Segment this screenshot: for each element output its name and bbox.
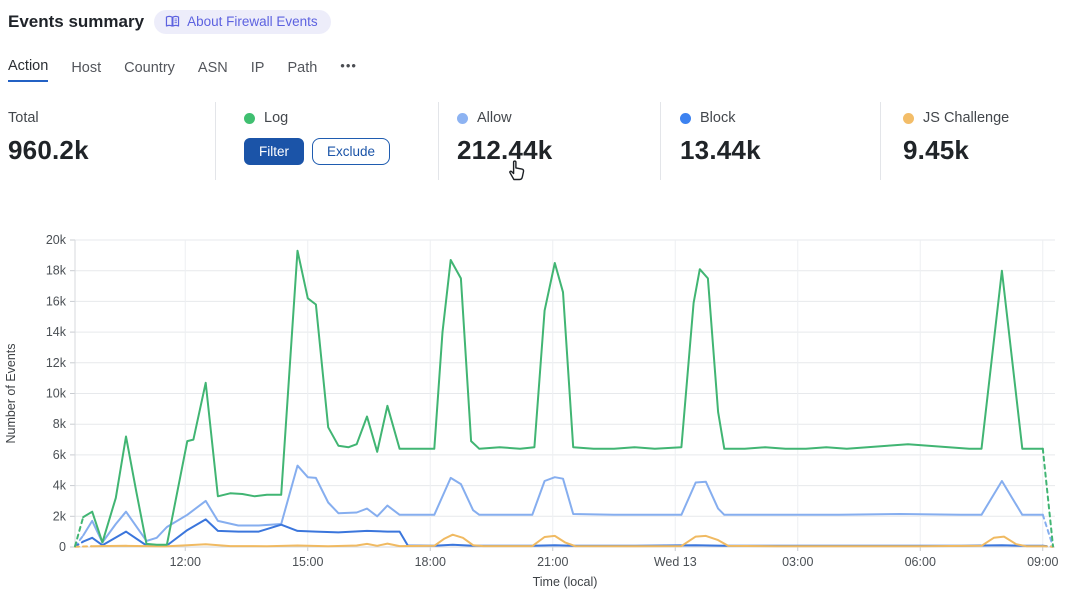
svg-text:21:00: 21:00 bbox=[537, 555, 568, 569]
js-challenge-dot bbox=[903, 112, 914, 124]
block-dot bbox=[680, 112, 691, 124]
tab-country[interactable]: Country bbox=[124, 60, 175, 76]
svg-text:20k: 20k bbox=[46, 233, 67, 247]
svg-text:12k: 12k bbox=[46, 356, 67, 370]
tabs-overflow-button[interactable]: ••• bbox=[340, 58, 357, 73]
block-label: Block bbox=[700, 110, 736, 126]
badge-label: About Firewall Events bbox=[187, 14, 318, 29]
events-chart[interactable]: 0 2k 4k 6k 8k 10k 12k 14k 16k 18k 20k 12:00 15:00 18:… bbox=[0, 222, 1068, 598]
svg-text:15:00: 15:00 bbox=[292, 555, 323, 569]
tab-action[interactable]: Action bbox=[8, 58, 49, 82]
svg-text:16k: 16k bbox=[46, 294, 67, 308]
allow-label: Allow bbox=[477, 110, 512, 126]
svg-text:2k: 2k bbox=[53, 509, 67, 523]
block-card[interactable]: Block 13.44k bbox=[680, 100, 761, 166]
page-title: Events summary bbox=[8, 12, 145, 31]
svg-text:03:00: 03:00 bbox=[782, 555, 813, 569]
svg-text:Number of Events: Number of Events bbox=[4, 343, 18, 443]
js-challenge-value: 9.45k bbox=[903, 135, 970, 165]
stat-cards-row: Total 960.2k Log Filter Exclude Allow bbox=[0, 100, 1068, 188]
tab-asn[interactable]: ASN bbox=[197, 60, 228, 76]
total-value: 960.2k bbox=[8, 135, 89, 165]
total-card: Total 960.2k bbox=[8, 100, 89, 166]
tab-ip[interactable]: IP bbox=[250, 60, 265, 76]
filter-button[interactable]: Filter bbox=[244, 138, 304, 165]
allow-dot bbox=[457, 112, 468, 124]
card-divider bbox=[438, 102, 439, 180]
block-value: 13.44k bbox=[680, 135, 761, 165]
log-label: Log bbox=[264, 110, 289, 126]
svg-text:14k: 14k bbox=[46, 325, 67, 339]
exclude-button[interactable]: Exclude bbox=[312, 138, 391, 165]
svg-text:6k: 6k bbox=[53, 448, 67, 462]
svg-text:Time (local): Time (local) bbox=[533, 575, 598, 589]
js-challenge-card[interactable]: JS Challenge 9.45k bbox=[903, 100, 1009, 166]
js-challenge-label: JS Challenge bbox=[923, 110, 1010, 126]
log-dot bbox=[244, 112, 255, 124]
svg-text:Wed 13: Wed 13 bbox=[654, 555, 697, 569]
svg-text:09:00: 09:00 bbox=[1027, 555, 1058, 569]
svg-text:18:00: 18:00 bbox=[415, 555, 446, 569]
total-label: Total bbox=[8, 110, 39, 126]
svg-text:8k: 8k bbox=[53, 417, 67, 431]
svg-text:12:00: 12:00 bbox=[170, 555, 201, 569]
svg-text:4k: 4k bbox=[53, 479, 67, 493]
allow-value: 212.44k bbox=[457, 135, 553, 165]
tab-path[interactable]: Path bbox=[287, 60, 318, 76]
allow-card[interactable]: Allow 212.44k bbox=[457, 100, 552, 166]
svg-text:06:00: 06:00 bbox=[905, 555, 936, 569]
card-divider bbox=[660, 102, 661, 180]
tab-host[interactable]: Host bbox=[71, 60, 102, 76]
log-card[interactable]: Log Filter Exclude bbox=[244, 100, 525, 181]
svg-text:18k: 18k bbox=[46, 264, 67, 278]
book-icon bbox=[165, 15, 180, 28]
tab-bar: Action Host Country ASN IP Path ••• bbox=[8, 58, 357, 82]
card-divider bbox=[215, 102, 216, 180]
card-divider bbox=[880, 102, 881, 180]
header: Events summary About Firewall Events bbox=[8, 10, 331, 34]
svg-text:10k: 10k bbox=[46, 387, 67, 401]
about-firewall-events-badge[interactable]: About Firewall Events bbox=[154, 10, 331, 34]
svg-text:0: 0 bbox=[59, 540, 66, 554]
events-chart-svg[interactable]: 0 2k 4k 6k 8k 10k 12k 14k 16k 18k 20k 12:00 15:00 18:… bbox=[0, 222, 1068, 598]
